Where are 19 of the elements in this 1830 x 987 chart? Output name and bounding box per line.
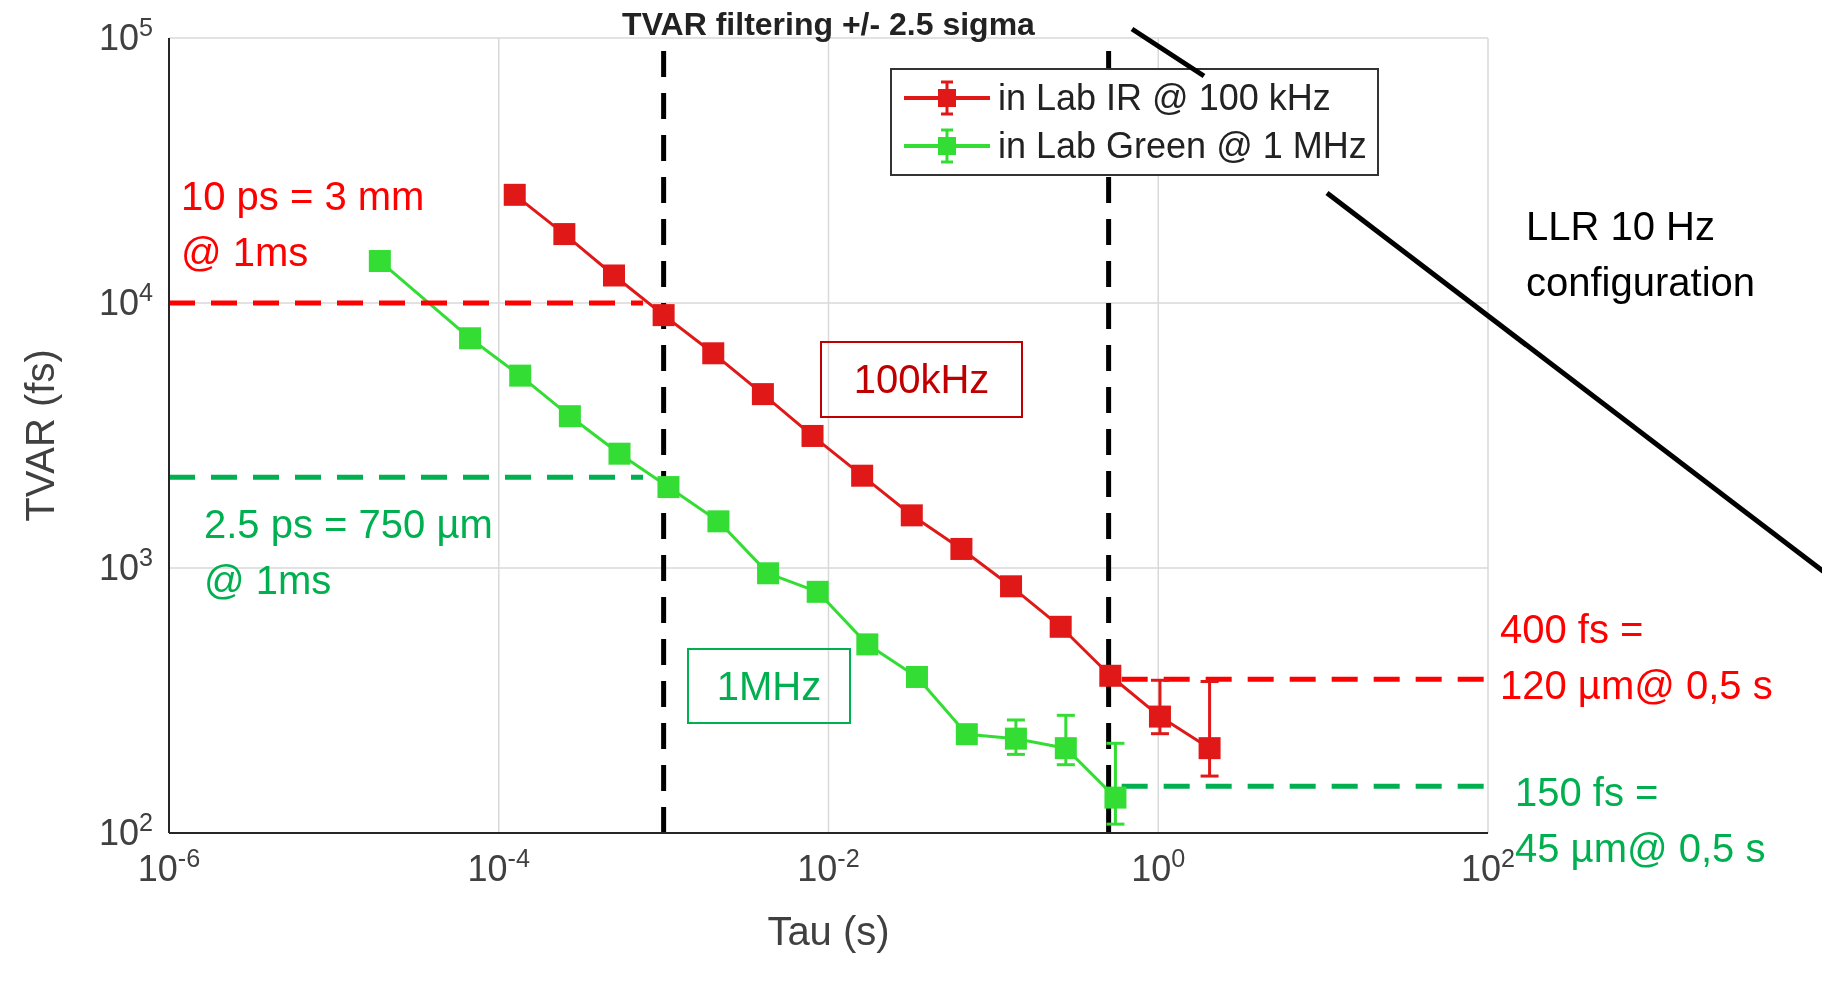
x-tick-label: 10$^{-2}$	[797, 844, 860, 889]
x-tick-label: 10$^{0}$	[1131, 844, 1186, 889]
annotation: 100kHz	[820, 341, 1023, 418]
text: 150 fs = 45 µm@ 0,5 s	[1515, 769, 1766, 872]
annotation: 1MHz	[687, 648, 851, 724]
y-tick-label: 10$^{4}$	[98, 278, 153, 323]
x-tick-label: 10$^{2}$	[1460, 844, 1516, 889]
text: 400 fs = 120 µm@ 0,5 s	[1500, 606, 1773, 709]
annotation: 10 ps = 3 mm @ 1ms	[181, 173, 425, 276]
y-axis-title: TVAR (fs)	[18, 349, 63, 522]
legend-label: in Lab IR @ 100 kHz	[998, 77, 1331, 119]
x-tick-label: 10$^{-4}$	[467, 844, 530, 889]
text: LLR 10 Hz configuration	[1526, 203, 1756, 306]
chart-title: TVAR filtering +/- 2.5 sigma	[622, 6, 1036, 42]
x-axis-title: Tau (s)	[767, 909, 890, 953]
y-tick-label: 10$^{3}$	[98, 543, 153, 588]
legend-label: in Lab Green @ 1 MHz	[998, 125, 1367, 167]
y-tick-label: 10$^{5}$	[98, 13, 153, 58]
annotation: 2.5 ps = 750 µm @ 1ms	[204, 501, 493, 604]
